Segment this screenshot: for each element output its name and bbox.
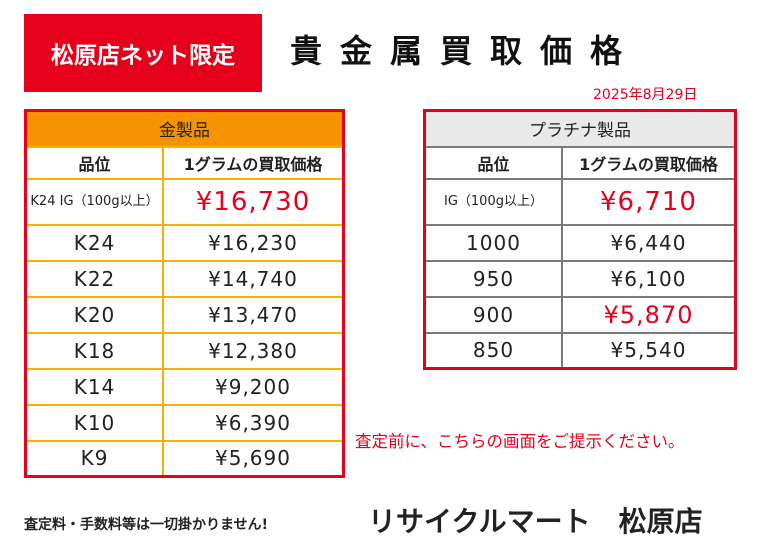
gold-category-header: 金製品 — [24, 109, 345, 148]
table-row: K22 ¥14,740 — [24, 259, 345, 298]
platinum-price-table: プラチナ製品 品位 1グラムの買取価格 IG（100g以上） ¥6,710 10… — [423, 109, 737, 370]
table-row: 850 ¥5,540 — [423, 331, 737, 370]
gold-price-cell: ¥13,470 — [162, 295, 345, 334]
gold-grade-cell: K20 — [24, 295, 164, 334]
platinum-price-column-header: 1グラムの買取価格 — [561, 145, 737, 180]
gold-price-cell: ¥5,690 — [162, 439, 345, 478]
no-fees-note: 査定料・手数料等は一切掛かりません! — [24, 517, 268, 533]
platinum-price-cell: ¥6,440 — [561, 223, 737, 262]
store-name: リサイクルマート 松原店 — [368, 505, 703, 538]
gold-grade-cell: K24 — [24, 223, 164, 262]
gold-price-cell: ¥14,740 — [162, 259, 345, 298]
table-row: IG（100g以上） ¥6,710 — [423, 177, 737, 226]
page-title: 貴金属買取価格 — [290, 32, 641, 70]
table-row: 900 ¥5,870 — [423, 295, 737, 334]
gold-price-cell: ¥9,200 — [162, 367, 345, 406]
platinum-grade-column-header: 品位 — [423, 145, 563, 180]
platinum-grade-cell: 950 — [423, 259, 563, 298]
price-date: 2025年8月29日 — [593, 87, 698, 103]
table-row: K18 ¥12,380 — [24, 331, 345, 370]
gold-grade-cell: K24 IG（100g以上） — [24, 177, 164, 226]
platinum-grade-cell: 900 — [423, 295, 563, 334]
gold-grade-cell: K9 — [24, 439, 164, 478]
table-row: K14 ¥9,200 — [24, 367, 345, 406]
platinum-grade-cell: 1000 — [423, 223, 563, 262]
platinum-price-cell: ¥5,540 — [561, 331, 737, 370]
gold-price-cell: ¥12,380 — [162, 331, 345, 370]
gold-grade-column-header: 品位 — [24, 145, 164, 180]
table-row: 1000 ¥6,440 — [423, 223, 737, 262]
gold-price-cell: ¥6,390 — [162, 403, 345, 442]
gold-grade-cell: K22 — [24, 259, 164, 298]
present-screen-note: 査定前に、こちらの画面をご提示ください。 — [355, 432, 685, 451]
gold-price-cell: ¥16,230 — [162, 223, 345, 262]
table-row: K9 ¥5,690 — [24, 439, 345, 478]
gold-price-cell-highlight: ¥16,730 — [162, 177, 345, 226]
platinum-grade-cell: IG（100g以上） — [423, 177, 563, 226]
table-row: K24 ¥16,230 — [24, 223, 345, 262]
platinum-grade-cell: 850 — [423, 331, 563, 370]
platinum-price-cell: ¥6,100 — [561, 259, 737, 298]
platinum-price-cell-highlight: ¥6,710 — [561, 177, 737, 226]
gold-price-table: 金製品 品位 1グラムの買取価格 K24 IG（100g以上） ¥16,730 … — [24, 109, 345, 478]
table-row: 950 ¥6,100 — [423, 259, 737, 298]
platinum-price-cell-highlight: ¥5,870 — [561, 295, 737, 334]
platinum-category-header: プラチナ製品 — [423, 109, 737, 148]
table-row: K24 IG（100g以上） ¥16,730 — [24, 177, 345, 226]
gold-grade-cell: K10 — [24, 403, 164, 442]
table-row: K10 ¥6,390 — [24, 403, 345, 442]
store-limited-badge: 松原店ネット限定 — [24, 14, 262, 92]
gold-grade-cell: K18 — [24, 331, 164, 370]
gold-price-column-header: 1グラムの買取価格 — [162, 145, 345, 180]
table-row: K20 ¥13,470 — [24, 295, 345, 334]
gold-grade-cell: K14 — [24, 367, 164, 406]
